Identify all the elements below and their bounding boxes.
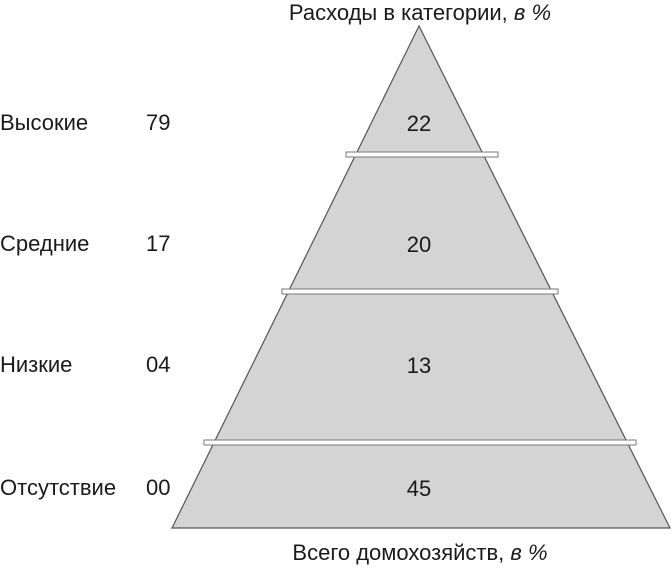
pyramid-shape bbox=[171, 24, 671, 529]
title-bottom: Всего домохозяйств, в % bbox=[250, 540, 590, 566]
row-label-none: Отсутствие bbox=[0, 475, 117, 500]
tier-value-none: 45 bbox=[407, 476, 431, 501]
row-label-high: Высокие bbox=[0, 110, 89, 135]
title-top-unit: в % bbox=[513, 0, 552, 25]
tier-divider-2 bbox=[281, 288, 559, 295]
row-value-low: 04 bbox=[146, 352, 171, 377]
tier-value-high: 22 bbox=[407, 111, 431, 136]
title-bottom-unit: в % bbox=[510, 540, 548, 565]
row-value-medium: 17 bbox=[146, 231, 171, 256]
title-bottom-text: Всего домохозяйств, bbox=[292, 540, 505, 565]
row-label-medium: Средние bbox=[0, 231, 90, 256]
row-value-high: 79 bbox=[146, 110, 171, 135]
tier-divider-1 bbox=[345, 151, 499, 158]
title-top-text: Расходы в категории, bbox=[288, 0, 508, 25]
row-label-low: Низкие bbox=[0, 352, 73, 377]
tier-divider-3 bbox=[203, 439, 637, 446]
row-value-none: 00 bbox=[146, 475, 171, 500]
title-top: Расходы в категории, в % bbox=[250, 0, 590, 26]
tier-value-low: 13 bbox=[407, 353, 431, 378]
tier-value-medium: 20 bbox=[407, 232, 431, 257]
